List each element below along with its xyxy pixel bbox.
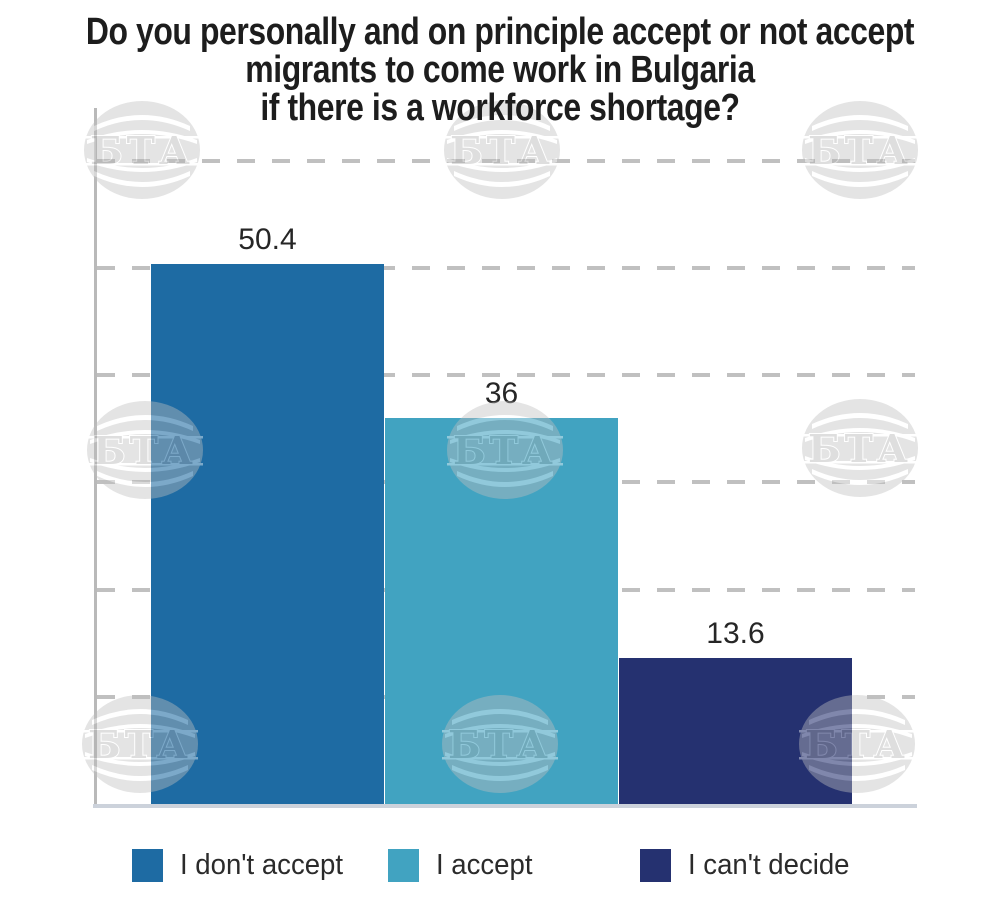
legend-swatch-i-accept (388, 849, 419, 882)
legend-label: I don't accept (180, 849, 344, 881)
gridline-50 (97, 266, 915, 270)
chart-title: Do you personally and on principle accep… (0, 13, 1000, 127)
bar-value-label-i-accept: 36 (484, 377, 519, 411)
y-axis-line (94, 108, 97, 805)
bar-value-label-i-can-t-decide: 13.6 (706, 617, 765, 651)
chart-title-line-1: Do you personally and on principle accep… (85, 11, 915, 53)
legend-item-i-accept: I accept (388, 847, 538, 884)
legend-label: I accept (436, 849, 533, 881)
chart-title-line-3: if there is a workforce shortage? (260, 87, 740, 129)
legend-item-i-don-t-accept: I don't accept (132, 847, 352, 884)
bar-i-can-t-decide (619, 658, 852, 804)
legend-swatch-i-don-t-accept (132, 849, 163, 882)
bar-i-accept (385, 418, 618, 804)
bar-value-label-i-don-t-accept: 50.4 (238, 222, 297, 256)
legend-label: I can't decide (688, 849, 850, 881)
legend-swatch-i-can-t-decide (640, 849, 671, 882)
legend-item-i-can-t-decide: I can't decide (640, 847, 858, 884)
bar-i-don-t-accept (151, 263, 384, 804)
gridline-60 (97, 158, 915, 163)
chart-title-line-2: migrants to come work in Bulgaria (245, 49, 755, 91)
gridline-40 (97, 373, 915, 378)
x-axis-baseline (93, 804, 917, 808)
